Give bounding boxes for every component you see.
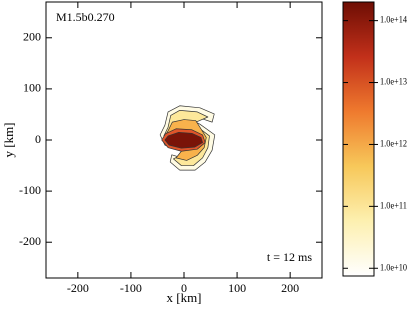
x-tick-label: 0 (181, 281, 187, 295)
y-tick-label: -100 (19, 183, 41, 197)
colorbar-tick-label: 1.0e+13 (380, 77, 407, 87)
y-tick-label: 100 (23, 81, 41, 95)
x-tick-label: 100 (228, 281, 246, 295)
colorbar-tick-label: 1.0e+14 (380, 15, 407, 25)
contour-level (164, 131, 203, 149)
x-tick-label: 200 (281, 281, 299, 295)
y-tick-label: 200 (23, 30, 41, 44)
y-axis-label: y [km] (1, 122, 16, 157)
x-axis-label: x [km] (166, 290, 201, 305)
x-tick-label: -200 (67, 281, 89, 295)
annotation: t = 12 ms (267, 250, 312, 264)
colorbar-tick-label: 1.0e+12 (380, 139, 407, 149)
colorbar-tick-label: 1.0e+11 (380, 200, 407, 210)
y-tick-label: -200 (19, 234, 41, 248)
colorbar-tick-label: 1.0e+10 (380, 262, 407, 272)
y-tick-label: 0 (35, 132, 41, 146)
annotation: M1.5b0.270 (56, 10, 115, 24)
x-tick-label: -100 (120, 281, 142, 295)
colorbar (342, 1, 375, 277)
